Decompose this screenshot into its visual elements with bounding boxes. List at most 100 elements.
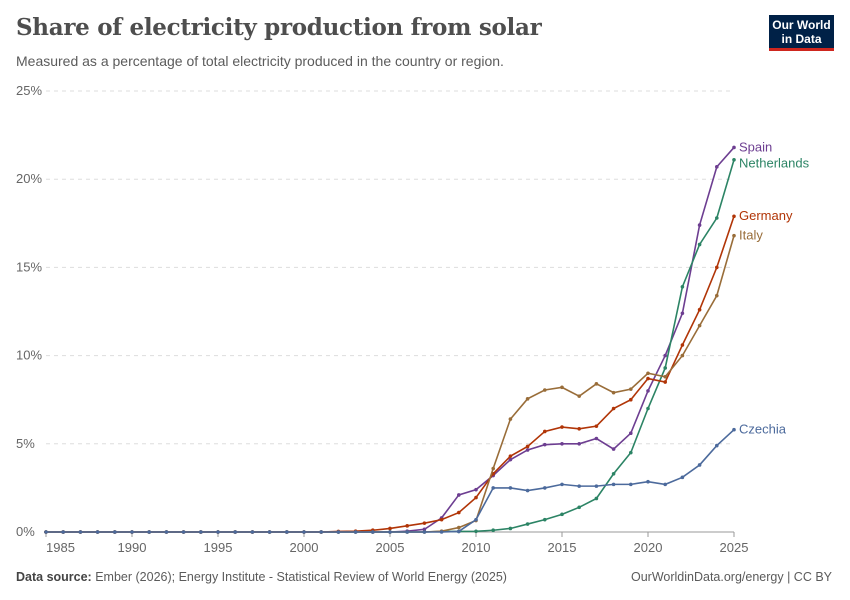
data-point xyxy=(646,389,650,393)
data-point xyxy=(680,353,685,358)
y-tick-label: 25% xyxy=(16,83,42,98)
series-netherlands: Netherlands xyxy=(44,155,810,534)
data-point xyxy=(508,454,513,458)
series-label[interactable]: Czechia xyxy=(739,422,787,437)
data-point xyxy=(680,311,685,316)
data-point xyxy=(543,388,547,392)
data-point xyxy=(164,530,169,534)
data-point xyxy=(697,323,702,328)
data-point xyxy=(697,242,702,247)
data-source-label: Data source: xyxy=(16,570,92,584)
data-point xyxy=(508,486,513,490)
data-point xyxy=(732,157,736,162)
data-point xyxy=(474,529,478,534)
data-point xyxy=(697,223,702,227)
series-label[interactable]: Germany xyxy=(739,208,793,223)
series-label[interactable]: Italy xyxy=(739,228,763,243)
data-source-text[interactable]: Ember (2026); Energy Institute - Statist… xyxy=(95,570,507,584)
data-point xyxy=(113,530,117,534)
series-line xyxy=(46,429,735,533)
data-point xyxy=(715,443,719,448)
series-label[interactable]: Netherlands xyxy=(739,155,810,170)
data-point xyxy=(181,530,186,534)
y-tick-label: 15% xyxy=(16,259,42,274)
data-point xyxy=(457,529,461,534)
data-point xyxy=(611,406,616,411)
data-point xyxy=(680,285,685,289)
data-point xyxy=(577,484,581,488)
series-line xyxy=(46,159,735,533)
data-point xyxy=(577,427,581,431)
data-point xyxy=(577,442,581,446)
data-point xyxy=(646,371,650,376)
data-point xyxy=(388,530,392,534)
data-point xyxy=(646,406,650,411)
data-point xyxy=(474,487,478,492)
data-point xyxy=(508,526,513,531)
chart-title: Share of electricity production from sol… xyxy=(16,14,542,41)
data-point xyxy=(491,466,496,471)
data-point xyxy=(560,385,564,390)
data-point xyxy=(543,442,547,447)
data-point xyxy=(371,530,375,534)
x-tick-label: 2010 xyxy=(462,540,491,555)
data-point xyxy=(233,530,237,534)
series-line xyxy=(46,146,735,533)
data-point xyxy=(732,427,736,432)
data-point xyxy=(611,482,616,487)
data-point xyxy=(715,165,719,169)
chart-subtitle: Measured as a percentage of total electr… xyxy=(16,53,504,69)
data-point xyxy=(543,486,547,490)
data-point xyxy=(457,510,461,515)
data-point xyxy=(422,521,427,525)
data-point xyxy=(267,530,272,534)
data-point xyxy=(680,475,685,480)
data-point xyxy=(457,493,461,497)
data-point xyxy=(560,482,564,487)
data-point xyxy=(732,214,736,219)
series-germany: Germany xyxy=(44,208,793,534)
url-license[interactable]: OurWorldinData.org/energy | CC BY xyxy=(630,570,832,584)
data-point xyxy=(594,436,599,441)
data-point xyxy=(525,444,530,449)
data-point xyxy=(680,343,685,347)
data-point xyxy=(646,479,650,484)
data-source: Data source: Ember (2026); Energy Instit… xyxy=(16,570,507,584)
data-point xyxy=(560,512,564,517)
y-tick-label: 0% xyxy=(16,524,35,539)
x-tick-label: 2025 xyxy=(720,540,749,555)
data-point xyxy=(457,525,461,530)
x-tick-label: 2000 xyxy=(290,540,319,555)
data-point xyxy=(663,353,667,358)
owid-logo[interactable]: Our World in Data xyxy=(769,15,834,51)
x-tick-label: 2005 xyxy=(376,540,405,555)
data-point xyxy=(508,457,513,462)
data-point xyxy=(594,424,599,428)
data-point xyxy=(560,425,564,429)
data-point xyxy=(697,463,702,467)
data-point xyxy=(663,366,667,370)
data-point xyxy=(508,417,513,421)
series-label[interactable]: Spain xyxy=(739,139,772,154)
x-tick-label: 2020 xyxy=(634,540,663,555)
data-point xyxy=(629,431,633,436)
data-point xyxy=(439,517,444,522)
data-point xyxy=(560,442,564,446)
series-czechia: Czechia xyxy=(44,422,787,534)
data-point xyxy=(543,517,547,522)
data-point xyxy=(611,390,616,395)
data-point xyxy=(732,145,736,150)
data-point xyxy=(250,530,255,534)
data-point xyxy=(525,397,530,401)
data-point xyxy=(715,216,719,220)
data-point xyxy=(629,482,633,487)
data-point xyxy=(130,530,134,534)
data-point xyxy=(474,495,478,500)
data-point xyxy=(78,530,83,534)
data-point xyxy=(147,530,151,534)
data-point xyxy=(405,524,410,528)
y-tick-label: 20% xyxy=(16,171,42,186)
data-point xyxy=(611,447,616,451)
